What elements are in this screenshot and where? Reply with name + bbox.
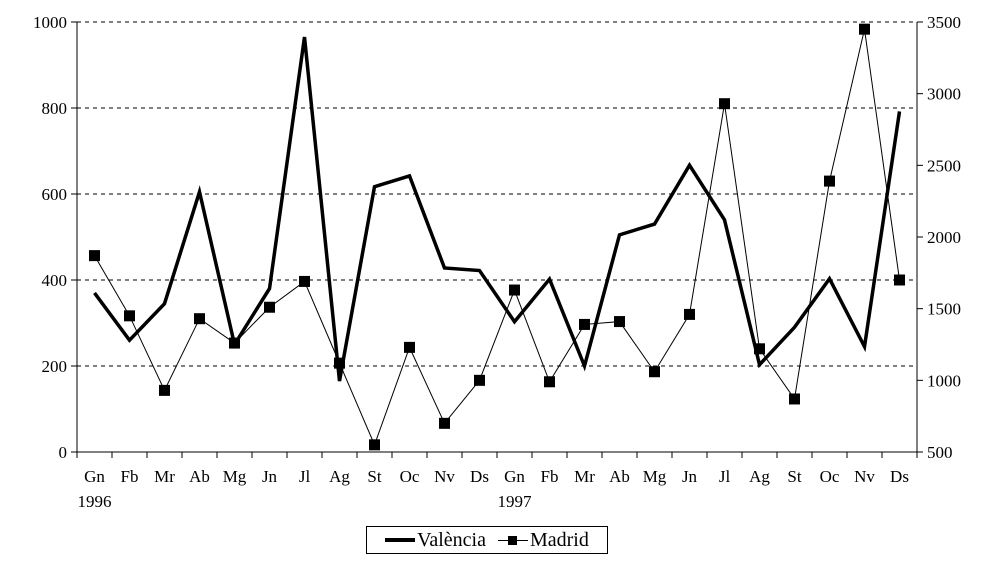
left-axis-tick-label: 600 — [42, 185, 68, 204]
data-point-madrid — [544, 376, 555, 388]
legend-swatch-madrid — [497, 535, 528, 545]
x-axis-tick-label: Nv — [434, 467, 455, 486]
legend-item-valencia: València — [385, 529, 486, 552]
right-axis-tick-label: 2000 — [927, 228, 961, 247]
x-axis-tick-label: Oc — [400, 467, 420, 486]
right-axis-tick-label: 3500 — [927, 13, 961, 32]
data-point-madrid — [509, 284, 520, 296]
x-axis-tick-label: Gn — [504, 467, 525, 486]
data-point-madrid — [159, 384, 170, 396]
series-line-madrid — [94, 29, 900, 447]
x-axis-tick-label: St — [787, 467, 801, 486]
x-axis-tick-label: Ag — [329, 467, 350, 486]
x-axis-tick-label: Gn — [84, 467, 105, 486]
x-axis-tick-label: Fb — [121, 467, 139, 486]
left-axis-tick-label: 200 — [42, 357, 68, 376]
data-point-madrid — [684, 308, 695, 320]
data-point-madrid — [719, 98, 730, 110]
data-point-madrid — [334, 357, 345, 369]
x-axis-tick-label: Ab — [609, 467, 630, 486]
legend-label-madrid: Madrid — [529, 528, 589, 551]
legend-swatch-valencia — [385, 535, 416, 545]
data-point-madrid — [579, 318, 590, 330]
x-axis-tick-label: Mr — [154, 467, 175, 486]
left-axis-tick-label: 0 — [59, 443, 68, 462]
right-axis-tick-label: 1000 — [927, 371, 961, 390]
series-line-valencia — [93, 36, 902, 382]
x-axis-tick-label: Oc — [820, 467, 840, 486]
legend-item-madrid: Madrid — [497, 528, 589, 552]
data-point-madrid — [824, 175, 835, 187]
data-point-madrid — [194, 313, 205, 325]
right-axis-tick-label: 3000 — [927, 85, 961, 104]
x-axis-tick-label: Jl — [719, 467, 731, 486]
data-point-madrid — [439, 417, 450, 429]
x-axis-tick-label: Ag — [749, 467, 770, 486]
data-point-madrid — [404, 341, 415, 353]
data-point-madrid — [789, 393, 800, 405]
x-axis-tick-label: Mg — [643, 467, 667, 486]
x-axis-tick-label: Ab — [189, 467, 210, 486]
data-point-madrid — [89, 250, 100, 262]
data-point-madrid — [754, 343, 765, 355]
x-axis-tick-label: Ds — [470, 467, 489, 486]
x-axis-tick-label: Ds — [890, 467, 909, 486]
x-axis-tick-label: Mg — [223, 467, 247, 486]
data-point-madrid — [859, 23, 870, 35]
left-axis-tick-label: 800 — [42, 99, 68, 118]
data-point-madrid — [649, 366, 660, 378]
data-point-madrid — [124, 310, 135, 322]
chart-legend: València Madrid — [366, 526, 608, 554]
left-axis-tick-label: 400 — [42, 271, 68, 290]
x-axis-year-label: 1996 — [78, 492, 112, 511]
x-axis-year-label: 1997 — [498, 492, 533, 511]
data-point-madrid — [474, 374, 485, 386]
x-axis-tick-label: Jn — [262, 467, 278, 486]
x-axis-tick-label: Jl — [299, 467, 311, 486]
right-axis-tick-label: 500 — [927, 443, 953, 462]
x-axis-tick-label: Mr — [574, 467, 595, 486]
data-point-madrid — [264, 301, 275, 313]
left-axis-tick-label: 1000 — [33, 13, 67, 32]
data-point-madrid — [369, 439, 380, 451]
right-axis-tick-label: 1500 — [927, 300, 961, 319]
data-point-madrid — [614, 316, 625, 328]
data-point-madrid — [299, 275, 310, 287]
x-axis-tick-label: Jn — [682, 467, 698, 486]
legend-label-valencia: València — [417, 528, 486, 551]
data-point-madrid — [894, 274, 905, 286]
right-axis-tick-label: 2500 — [927, 156, 961, 175]
x-axis-tick-label: Nv — [854, 467, 875, 486]
x-axis-tick-label: Fb — [541, 467, 559, 486]
x-axis-tick-label: St — [367, 467, 381, 486]
